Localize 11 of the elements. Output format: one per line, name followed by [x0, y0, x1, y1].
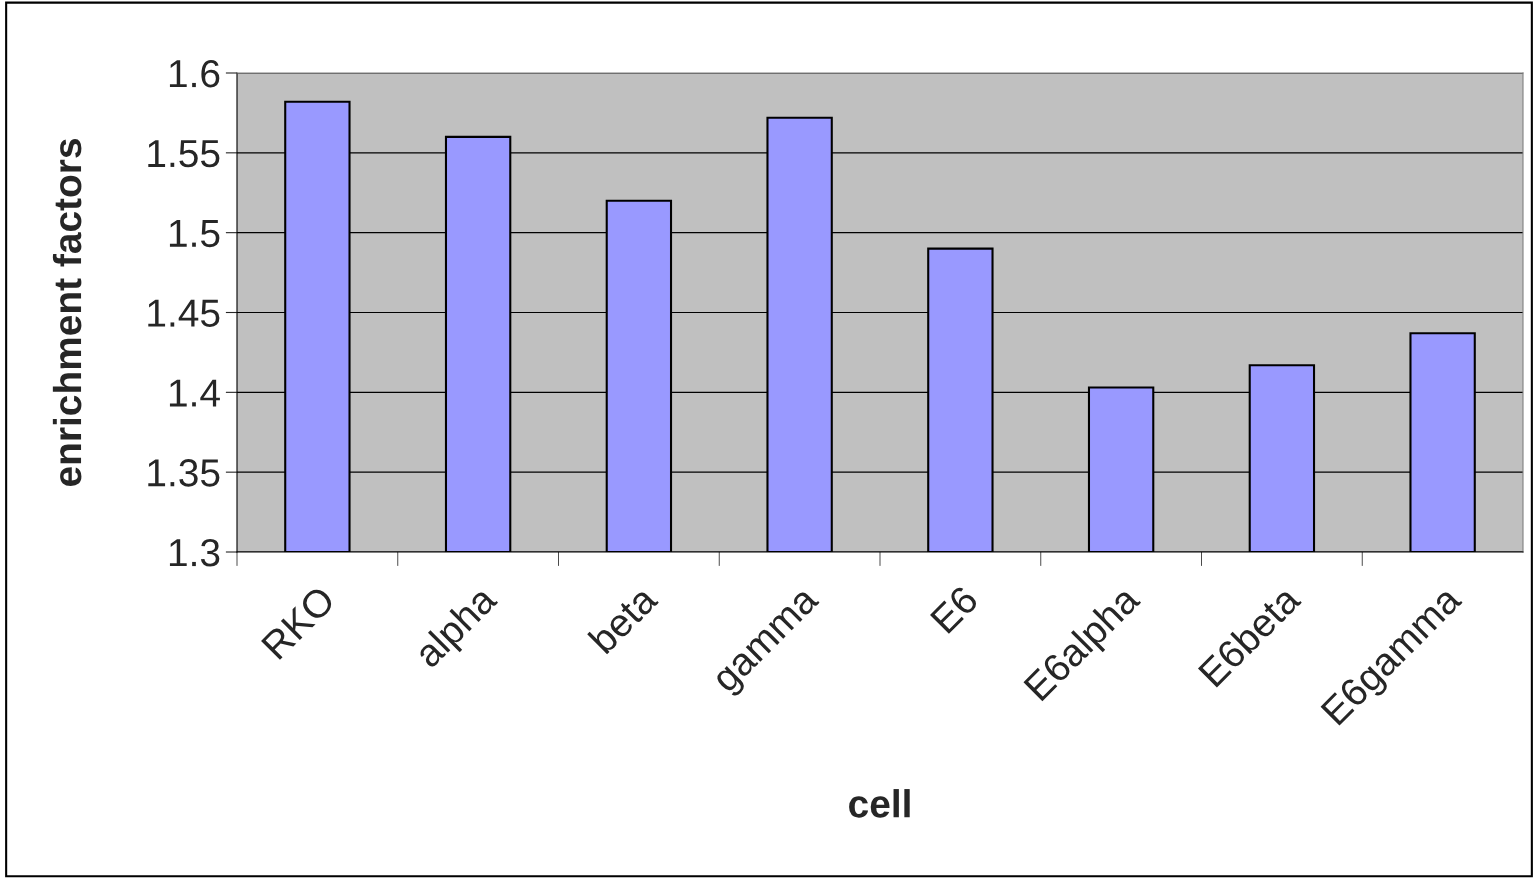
y-tick-label: 1.6 [169, 59, 220, 88]
x-tick-label: E6 [929, 584, 980, 635]
y-tick-label: 1.55 [148, 140, 220, 168]
y-tick-label: 1.35 [148, 459, 220, 487]
y-tick-label: 1.45 [148, 299, 220, 327]
y-tick-label: 1.5 [169, 220, 220, 248]
x-axis-title: cell [849, 789, 910, 818]
x-tick-label: beta [587, 582, 660, 655]
y-tick-label: 1.4 [169, 379, 220, 407]
y-axis-title: enrichment factors [52, 139, 82, 487]
y-tick-label: 1.3 [169, 538, 220, 567]
